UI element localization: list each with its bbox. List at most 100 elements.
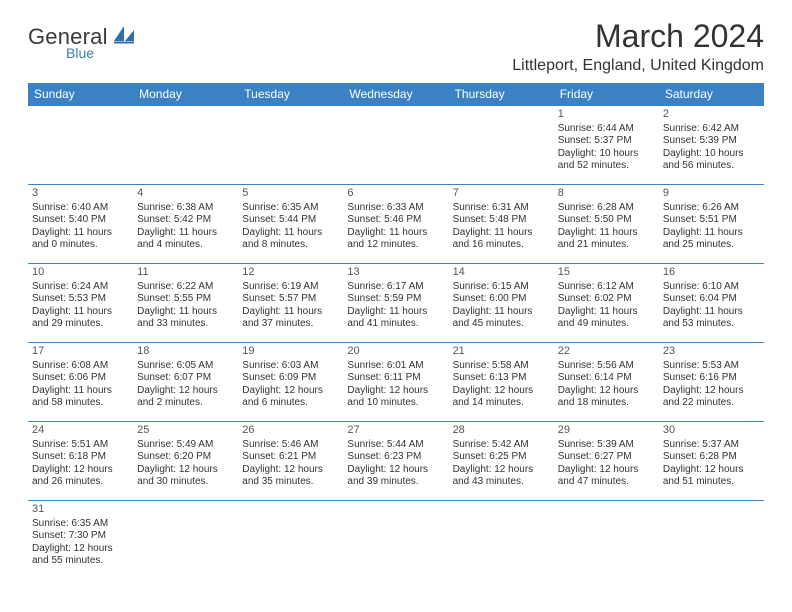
calendar-cell: 5Sunrise: 6:35 AMSunset: 5:44 PMDaylight… [238, 185, 343, 263]
dl2-text: and 49 minutes. [558, 318, 655, 331]
sunrise-text: Sunrise: 6:10 AM [663, 281, 760, 294]
dl1-text: Daylight: 12 hours [242, 464, 339, 477]
calendar-week: 24Sunrise: 5:51 AMSunset: 6:18 PMDayligh… [28, 422, 764, 501]
sunset-text: Sunset: 6:21 PM [242, 451, 339, 464]
day-number: 28 [453, 424, 550, 438]
calendar-cell: 23Sunrise: 5:53 AMSunset: 6:16 PMDayligh… [659, 343, 764, 421]
sunrise-text: Sunrise: 5:42 AM [453, 439, 550, 452]
dl1-text: Daylight: 11 hours [558, 306, 655, 319]
dl2-text: and 58 minutes. [32, 397, 129, 410]
sunset-text: Sunset: 6:25 PM [453, 451, 550, 464]
logo: General Blue [28, 24, 136, 60]
sunrise-text: Sunrise: 5:37 AM [663, 439, 760, 452]
calendar-cell-empty [554, 501, 659, 579]
sunrise-text: Sunrise: 6:31 AM [453, 202, 550, 215]
dl1-text: Daylight: 12 hours [242, 385, 339, 398]
dl1-text: Daylight: 11 hours [137, 227, 234, 240]
day-number: 5 [242, 187, 339, 201]
calendar-cell: 24Sunrise: 5:51 AMSunset: 6:18 PMDayligh… [28, 422, 133, 500]
dl1-text: Daylight: 12 hours [347, 385, 444, 398]
title-block: March 2024 Littleport, England, United K… [512, 18, 764, 75]
sunset-text: Sunset: 5:42 PM [137, 214, 234, 227]
day-number: 6 [347, 187, 444, 201]
sunrise-text: Sunrise: 5:58 AM [453, 360, 550, 373]
day-number: 13 [347, 266, 444, 280]
calendar-week: 17Sunrise: 6:08 AMSunset: 6:06 PMDayligh… [28, 343, 764, 422]
day-number: 25 [137, 424, 234, 438]
dl1-text: Daylight: 12 hours [137, 385, 234, 398]
dl2-text: and 22 minutes. [663, 397, 760, 410]
sunrise-text: Sunrise: 5:49 AM [137, 439, 234, 452]
dl2-text: and 0 minutes. [32, 239, 129, 252]
sunset-text: Sunset: 5:44 PM [242, 214, 339, 227]
sunrise-text: Sunrise: 5:53 AM [663, 360, 760, 373]
calendar-week: 31Sunrise: 6:35 AMSunset: 7:30 PMDayligh… [28, 501, 764, 579]
dl2-text: and 35 minutes. [242, 476, 339, 489]
dayname-header: Wednesday [343, 83, 448, 106]
location-text: Littleport, England, United Kingdom [512, 57, 764, 75]
dayname-row: SundayMondayTuesdayWednesdayThursdayFrid… [28, 83, 764, 106]
calendar-cell: 3Sunrise: 6:40 AMSunset: 5:40 PMDaylight… [28, 185, 133, 263]
calendar-cell: 26Sunrise: 5:46 AMSunset: 6:21 PMDayligh… [238, 422, 343, 500]
dl1-text: Daylight: 10 hours [663, 148, 760, 161]
dl2-text: and 52 minutes. [558, 160, 655, 173]
sunset-text: Sunset: 5:55 PM [137, 293, 234, 306]
sunset-text: Sunset: 6:11 PM [347, 372, 444, 385]
calendar-cell: 15Sunrise: 6:12 AMSunset: 6:02 PMDayligh… [554, 264, 659, 342]
calendar: SundayMondayTuesdayWednesdayThursdayFrid… [28, 83, 764, 579]
sunset-text: Sunset: 6:00 PM [453, 293, 550, 306]
calendar-cell: 13Sunrise: 6:17 AMSunset: 5:59 PMDayligh… [343, 264, 448, 342]
day-number: 23 [663, 345, 760, 359]
day-number: 9 [663, 187, 760, 201]
dl2-text: and 14 minutes. [453, 397, 550, 410]
calendar-week: 10Sunrise: 6:24 AMSunset: 5:53 PMDayligh… [28, 264, 764, 343]
calendar-cell-empty [133, 501, 238, 579]
dl2-text: and 26 minutes. [32, 476, 129, 489]
sunset-text: Sunset: 6:02 PM [558, 293, 655, 306]
sunrise-text: Sunrise: 6:22 AM [137, 281, 234, 294]
day-number: 14 [453, 266, 550, 280]
day-number: 10 [32, 266, 129, 280]
dl2-text: and 33 minutes. [137, 318, 234, 331]
sunset-text: Sunset: 5:46 PM [347, 214, 444, 227]
sunrise-text: Sunrise: 6:44 AM [558, 123, 655, 136]
dl1-text: Daylight: 12 hours [453, 385, 550, 398]
calendar-cell: 1Sunrise: 6:44 AMSunset: 5:37 PMDaylight… [554, 106, 659, 184]
sunrise-text: Sunrise: 6:03 AM [242, 360, 339, 373]
dl1-text: Daylight: 11 hours [347, 306, 444, 319]
dl2-text: and 47 minutes. [558, 476, 655, 489]
dl2-text: and 8 minutes. [242, 239, 339, 252]
day-number: 22 [558, 345, 655, 359]
dl1-text: Daylight: 11 hours [32, 227, 129, 240]
sunset-text: Sunset: 7:30 PM [32, 530, 129, 543]
calendar-cell: 27Sunrise: 5:44 AMSunset: 6:23 PMDayligh… [343, 422, 448, 500]
calendar-cell: 7Sunrise: 6:31 AMSunset: 5:48 PMDaylight… [449, 185, 554, 263]
dl2-text: and 16 minutes. [453, 239, 550, 252]
dl1-text: Daylight: 12 hours [558, 464, 655, 477]
calendar-cell: 14Sunrise: 6:15 AMSunset: 6:00 PMDayligh… [449, 264, 554, 342]
dl2-text: and 39 minutes. [347, 476, 444, 489]
dl2-text: and 30 minutes. [137, 476, 234, 489]
day-number: 31 [32, 503, 129, 517]
calendar-cell: 31Sunrise: 6:35 AMSunset: 7:30 PMDayligh… [28, 501, 133, 579]
day-number: 18 [137, 345, 234, 359]
sunset-text: Sunset: 5:39 PM [663, 135, 760, 148]
sunrise-text: Sunrise: 6:33 AM [347, 202, 444, 215]
day-number: 11 [137, 266, 234, 280]
sunrise-text: Sunrise: 6:17 AM [347, 281, 444, 294]
calendar-cell: 12Sunrise: 6:19 AMSunset: 5:57 PMDayligh… [238, 264, 343, 342]
dl1-text: Daylight: 11 hours [453, 306, 550, 319]
sunset-text: Sunset: 6:13 PM [453, 372, 550, 385]
sunset-text: Sunset: 5:51 PM [663, 214, 760, 227]
calendar-cell: 16Sunrise: 6:10 AMSunset: 6:04 PMDayligh… [659, 264, 764, 342]
dl2-text: and 18 minutes. [558, 397, 655, 410]
day-number: 12 [242, 266, 339, 280]
sunrise-text: Sunrise: 6:15 AM [453, 281, 550, 294]
sail-icon [114, 26, 136, 44]
day-number: 27 [347, 424, 444, 438]
sunrise-text: Sunrise: 5:56 AM [558, 360, 655, 373]
sunrise-text: Sunrise: 6:05 AM [137, 360, 234, 373]
dl1-text: Daylight: 10 hours [558, 148, 655, 161]
dayname-header: Saturday [659, 83, 764, 106]
sunset-text: Sunset: 5:40 PM [32, 214, 129, 227]
